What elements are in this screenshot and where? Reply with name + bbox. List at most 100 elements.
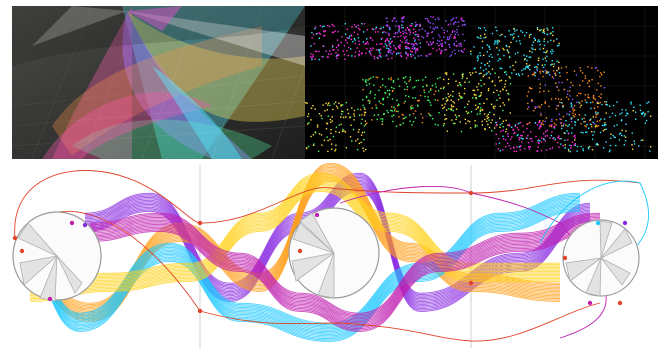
cloud-point <box>431 84 434 87</box>
cloud-point <box>481 40 484 43</box>
cloud-point <box>543 30 545 33</box>
cloud-point <box>566 71 568 74</box>
cloud-point <box>408 29 410 31</box>
cloud-point <box>538 105 540 108</box>
cloud-point <box>564 147 566 149</box>
cloud-point <box>327 56 329 58</box>
cloud-point <box>476 36 479 38</box>
cloud-point <box>307 123 309 125</box>
cloud-point <box>520 121 522 124</box>
cloud-point <box>567 125 569 127</box>
cloud-point <box>415 79 417 82</box>
cloud-point <box>453 42 455 45</box>
cloud-point <box>450 108 453 110</box>
cloud-point <box>412 121 415 123</box>
cloud-point <box>569 95 571 97</box>
cloud-point <box>341 36 343 38</box>
cloud-point <box>550 98 553 100</box>
cloud-point <box>551 49 553 51</box>
cloud-point <box>574 143 576 145</box>
cloud-point <box>490 122 492 124</box>
cloud-point <box>521 135 523 137</box>
cloud-point <box>388 50 391 52</box>
cloud-point <box>431 31 434 33</box>
cloud-point <box>494 72 496 74</box>
cloud-point <box>502 126 504 128</box>
cloud-point <box>498 94 500 96</box>
cloud-point <box>491 81 493 83</box>
cloud-point <box>605 103 608 106</box>
cloud-point <box>406 46 408 48</box>
cloud-point <box>541 64 544 66</box>
cloud-point <box>560 67 563 69</box>
cloud-point <box>351 140 353 142</box>
cloud-point <box>499 97 501 99</box>
cloud-point <box>365 79 367 81</box>
cloud-point <box>434 123 437 126</box>
cloud-point <box>385 24 387 27</box>
cloud-point <box>496 124 498 126</box>
cloud-point <box>404 31 406 34</box>
cloud-point <box>374 94 376 96</box>
cloud-point <box>406 39 408 41</box>
cloud-point <box>396 105 399 107</box>
cloud-point <box>539 124 542 127</box>
cloud-point <box>462 73 464 75</box>
cloud-point <box>347 46 350 49</box>
cloud-point <box>507 133 509 135</box>
cloud-point <box>519 149 521 151</box>
cloud-point <box>549 74 551 76</box>
cloud-point <box>342 128 344 131</box>
cloud-point <box>313 143 315 145</box>
cloud-point <box>639 109 642 111</box>
cloud-point <box>426 55 428 57</box>
cloud-point <box>456 29 458 31</box>
cloud-point <box>408 42 410 44</box>
cloud-point <box>542 120 544 122</box>
cloud-point <box>413 48 415 50</box>
cloud-point <box>338 124 340 126</box>
curve-bundles <box>14 163 649 342</box>
cloud-point <box>448 37 451 39</box>
cloud-point <box>366 41 369 43</box>
cloud-point <box>555 108 558 110</box>
cloud-point <box>647 111 649 113</box>
cloud-point <box>574 134 576 137</box>
cloud-point <box>392 89 394 92</box>
cloud-point <box>568 90 571 92</box>
cloud-point <box>416 100 419 102</box>
cloud-point <box>424 95 426 98</box>
cloud-point <box>590 124 593 126</box>
cloud-point <box>588 97 590 99</box>
cloud-point <box>427 99 429 101</box>
cloud-point <box>579 106 581 108</box>
cloud-point <box>445 100 448 102</box>
cloud-point <box>516 146 518 148</box>
cloud-point <box>546 72 548 75</box>
cloud-point <box>475 71 477 73</box>
cloud-point <box>621 112 623 114</box>
curve-strand <box>19 201 581 333</box>
cloud-point <box>601 124 604 127</box>
cloud-point <box>631 144 633 146</box>
cloud-point <box>529 146 531 148</box>
cloud-point <box>531 44 533 46</box>
cloud-point <box>496 89 498 92</box>
cloud-point <box>514 30 516 32</box>
cloud-point <box>386 109 388 112</box>
cloud-point <box>387 111 389 114</box>
cloud-point <box>404 100 406 103</box>
cloud-point <box>379 28 381 30</box>
cloud-point <box>363 23 366 25</box>
cloud-point <box>500 79 503 81</box>
cloud-point <box>525 137 527 139</box>
joint-dot <box>12 235 18 241</box>
cloud-point <box>488 55 490 57</box>
cloud-point <box>527 65 530 67</box>
cloud-point <box>445 97 447 99</box>
cloud-point <box>436 43 438 45</box>
cloud-point <box>565 124 567 126</box>
cloud-point <box>310 53 312 55</box>
curve-strand <box>89 228 601 330</box>
cloud-point <box>483 102 485 104</box>
